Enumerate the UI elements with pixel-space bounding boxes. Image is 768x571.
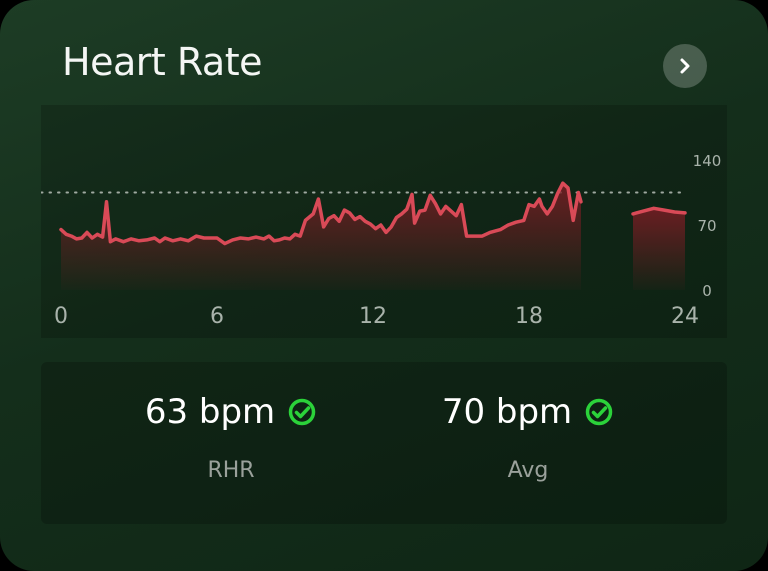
- y-tick-label: 70: [697, 217, 716, 235]
- y-tick-label: 140: [693, 152, 722, 170]
- open-details-button[interactable]: [663, 44, 707, 88]
- x-tick-label: 18: [515, 304, 543, 329]
- x-tick-label: 0: [54, 304, 68, 329]
- avg-label: Avg: [507, 458, 549, 483]
- x-tick-label: 24: [671, 304, 699, 329]
- rhr-value: 63 bpm: [144, 392, 276, 432]
- x-tick-label: 6: [210, 304, 224, 329]
- x-tick-label: 12: [359, 304, 387, 329]
- check-circle-icon: [288, 398, 316, 426]
- chart-canvas: 0 6 12 18 24 140 70 0: [41, 152, 722, 329]
- avg-stat: 70 bpm Avg: [378, 392, 678, 483]
- check-circle-icon: [585, 398, 613, 426]
- chevron-right-icon: [680, 58, 690, 74]
- heart-rate-chart: 0 6 12 18 24 140 70 0: [41, 105, 727, 338]
- stats-panel: 63 bpm RHR 70 bpm Avg: [41, 362, 727, 524]
- heart-rate-area-0: [61, 183, 581, 290]
- heart-rate-line-1: [631, 206, 687, 216]
- y-tick-label: 0: [702, 282, 712, 300]
- heart-rate-line-0: [59, 181, 583, 246]
- heart-rate-area-1: [633, 208, 685, 290]
- avg-value: 70 bpm: [441, 392, 573, 432]
- card-title: Heart Rate: [62, 40, 262, 84]
- rhr-label: RHR: [207, 458, 255, 483]
- rhr-stat: 63 bpm RHR: [81, 392, 381, 483]
